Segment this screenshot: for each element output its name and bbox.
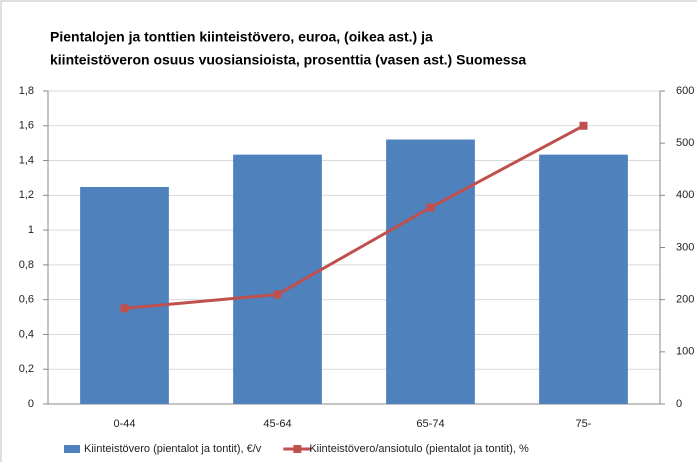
y2-tick-label: 600: [676, 85, 694, 97]
y2-tick-label: 400: [676, 189, 694, 201]
y-tick-label: 1: [28, 224, 34, 236]
bar: [80, 186, 169, 404]
y-tick-label: 1,4: [19, 154, 34, 166]
bar: [386, 139, 475, 404]
y2-tick-label: 300: [676, 241, 694, 253]
y-tick-label: 0,8: [19, 259, 34, 271]
bar: [539, 154, 628, 404]
line: [124, 124, 585, 310]
y-tick-label: 1,2: [19, 189, 34, 201]
x-tick-label: 45-64: [263, 418, 291, 430]
y-tick-label: 1,8: [19, 85, 34, 97]
line-marker: [426, 203, 435, 212]
y2-tick-label: 100: [676, 346, 694, 358]
chart-title: kiinteistöveron osuus vuosiansioista, pr…: [50, 52, 526, 68]
y-tick-label: 0,6: [19, 294, 34, 306]
x-tick-label: 0-44: [113, 418, 135, 430]
x-tick-label: 65-74: [416, 418, 444, 430]
bar: [233, 154, 322, 404]
line-marker: [273, 290, 282, 299]
y-tick-label: 0,2: [19, 363, 34, 375]
legend-label: Kiinteistövero/ansiotulo (pientalot ja t…: [309, 443, 529, 455]
y2-tick-label: 200: [676, 294, 694, 306]
y2-tick-label: 0: [676, 398, 682, 410]
y-tick-label: 0: [28, 398, 34, 410]
y2-tick-label: 500: [676, 137, 694, 149]
legend-swatch: [64, 445, 80, 453]
legend-swatch: [293, 445, 302, 453]
line-marker: [579, 121, 588, 130]
chart-title: Pientalojen ja tonttien kiinteistövero, …: [50, 29, 433, 45]
x-tick-label: 75-: [576, 418, 592, 430]
y-tick-label: 0,4: [19, 328, 34, 340]
legend-label: Kiinteistövero (pientalot ja tontit), €/…: [84, 443, 262, 455]
line-marker: [120, 304, 129, 313]
y-tick-label: 1,6: [19, 120, 34, 132]
